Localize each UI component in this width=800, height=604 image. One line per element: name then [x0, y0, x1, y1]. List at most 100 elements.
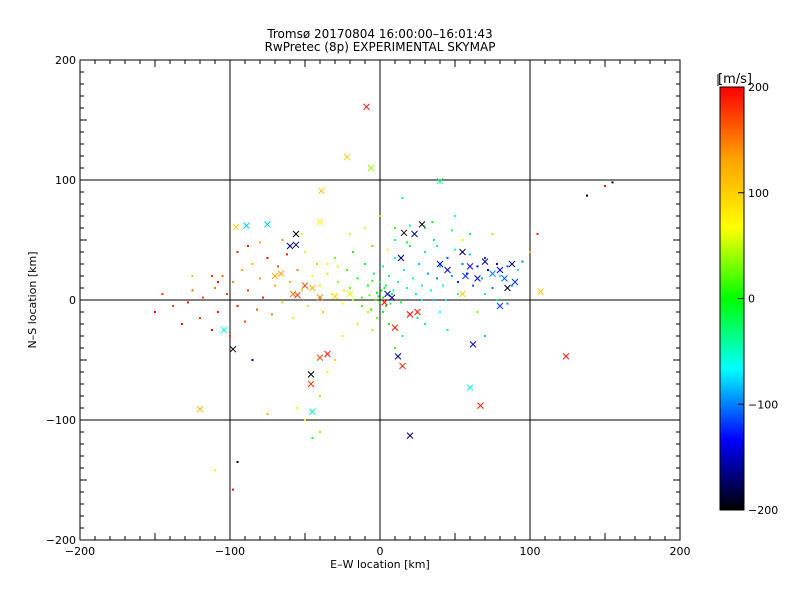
- data-marker: [316, 294, 324, 301]
- data-point: [161, 293, 164, 295]
- data-point: [319, 431, 321, 433]
- data-marker: [346, 290, 354, 298]
- marker-stroke: [406, 432, 414, 439]
- data-point: [380, 289, 383, 292]
- data-point: [292, 317, 294, 319]
- data-marker: [324, 350, 331, 358]
- data-point: [421, 284, 423, 287]
- data-point: [461, 263, 464, 265]
- data-point: [154, 311, 156, 313]
- data-point: [262, 296, 264, 299]
- data-point: [406, 241, 408, 244]
- data-point: [506, 302, 509, 305]
- data-marker: [462, 272, 469, 280]
- data-point: [356, 277, 359, 280]
- marker-stroke: [294, 291, 301, 299]
- data-point: [382, 296, 384, 299]
- data-point: [496, 263, 498, 265]
- marker-stroke: [307, 371, 315, 378]
- data-point: [281, 239, 284, 241]
- data-point: [406, 287, 408, 289]
- data-point: [191, 275, 194, 277]
- chart-title: Tromsø 20170804 16:00:00–16:01:43: [266, 27, 492, 41]
- data-point: [415, 293, 417, 295]
- marker-stroke: [466, 384, 474, 391]
- data-point: [364, 227, 366, 229]
- y-tick-label: 0: [69, 294, 76, 307]
- data-marker: [292, 241, 300, 249]
- data-marker: [271, 272, 279, 280]
- marker-stroke: [277, 270, 285, 277]
- data-marker: [508, 260, 516, 268]
- marker-stroke: [562, 353, 570, 360]
- data-point: [431, 221, 434, 223]
- data-point: [289, 281, 291, 283]
- marker-stroke: [309, 284, 316, 292]
- data-point: [611, 181, 614, 184]
- marker-stroke: [220, 326, 228, 334]
- data-marker: [316, 354, 324, 361]
- data-point: [271, 313, 273, 316]
- data-marker: [397, 254, 405, 262]
- data-point: [506, 265, 509, 268]
- marker-stroke: [343, 153, 351, 161]
- data-point: [370, 308, 372, 311]
- marker-stroke: [406, 311, 414, 318]
- data-point: [322, 311, 324, 313]
- data-point: [232, 281, 234, 283]
- data-point: [604, 185, 606, 187]
- data-point: [386, 248, 389, 251]
- marker-stroke: [331, 293, 339, 300]
- marker-stroke: [444, 266, 451, 274]
- data-point: [334, 257, 336, 259]
- data-point: [436, 277, 438, 280]
- colorbar-label: [m/s]: [718, 72, 752, 87]
- data-marker: [384, 290, 391, 298]
- data-point: [266, 413, 269, 415]
- data-point: [304, 251, 306, 253]
- data-point: [191, 289, 194, 292]
- data-point: [392, 289, 395, 292]
- data-point: [281, 301, 284, 304]
- data-marker: [400, 229, 408, 237]
- marker-stroke: [286, 242, 294, 250]
- data-marker: [459, 290, 466, 298]
- data-point: [394, 239, 396, 241]
- data-point: [356, 323, 359, 325]
- data-point: [433, 299, 435, 301]
- data-point: [424, 227, 426, 229]
- data-marker: [496, 266, 504, 274]
- marker-stroke: [307, 380, 315, 388]
- data-point: [446, 257, 449, 259]
- marker-stroke: [243, 222, 250, 229]
- data-marker: [399, 362, 406, 370]
- data-marker: [418, 221, 426, 228]
- data-point: [484, 257, 486, 259]
- data-point: [371, 245, 374, 247]
- data-marker: [289, 290, 297, 298]
- data-marker: [294, 291, 301, 299]
- data-marker: [220, 326, 228, 334]
- marker-stroke: [400, 229, 408, 237]
- marker-stroke: [316, 294, 324, 301]
- data-point: [394, 257, 396, 259]
- data-marker: [562, 353, 570, 360]
- x-tick-label: 100: [520, 545, 541, 558]
- data-point: [376, 317, 378, 319]
- data-point: [421, 299, 423, 301]
- data-point: [382, 311, 384, 313]
- marker-stroke: [196, 405, 204, 413]
- data-point: [379, 301, 381, 304]
- data-point: [232, 488, 234, 491]
- data-point: [296, 407, 299, 409]
- data-point: [241, 269, 243, 271]
- marker-stroke: [232, 223, 240, 231]
- data-point: [214, 469, 216, 472]
- data-point: [433, 239, 435, 241]
- marker-stroke: [459, 248, 466, 256]
- data-marker: [496, 302, 504, 310]
- data-marker: [264, 221, 271, 228]
- data-point: [418, 263, 420, 265]
- data-point: [424, 323, 426, 325]
